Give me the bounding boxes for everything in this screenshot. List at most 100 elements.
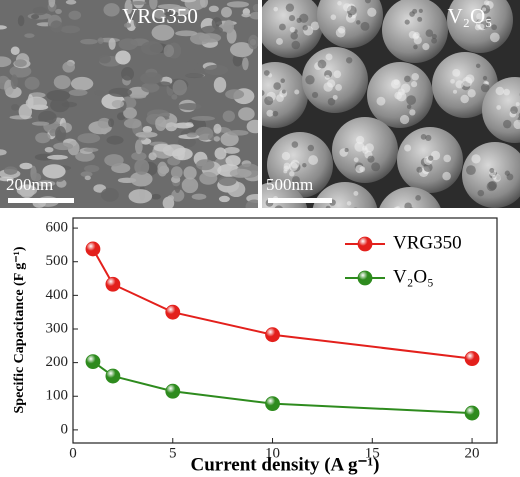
particle	[131, 151, 147, 161]
particle	[252, 3, 258, 12]
particle	[65, 0, 77, 5]
particle	[171, 189, 185, 202]
particle	[14, 59, 27, 67]
sphere-flake	[452, 89, 458, 94]
particle	[123, 22, 132, 28]
sphere-flake	[492, 174, 497, 180]
particle	[106, 135, 124, 145]
sphere-flake	[281, 89, 286, 94]
particle	[204, 64, 229, 76]
y-tick-label: 100	[46, 388, 69, 404]
legend-marker	[357, 236, 373, 252]
particle	[156, 81, 171, 87]
y-tick-label: 600	[46, 220, 69, 236]
data-point	[265, 327, 280, 343]
sphere-flake	[291, 40, 301, 50]
particle	[130, 1, 147, 6]
particle	[9, 65, 32, 78]
sphere-flake	[452, 68, 461, 77]
sem-image-right	[262, 0, 520, 238]
particle	[163, 44, 175, 58]
particle	[0, 149, 7, 156]
y-tick-label: 500	[46, 253, 69, 269]
particle	[108, 38, 116, 50]
sphere-flake	[455, 80, 464, 89]
sphere-flake	[477, 189, 485, 197]
particle	[53, 142, 74, 151]
sphere-flake	[503, 119, 512, 129]
sphere-flake	[422, 43, 430, 51]
particle	[172, 147, 193, 161]
microsphere	[332, 117, 398, 183]
sphere-flake	[282, 230, 290, 238]
particle	[19, 162, 33, 170]
microsphere	[367, 62, 433, 128]
particle	[123, 107, 137, 119]
sphere-flake	[510, 106, 518, 114]
particle	[170, 166, 183, 179]
particle	[10, 74, 18, 90]
sphere-flake	[281, 151, 291, 161]
particle	[151, 193, 161, 200]
sphere-flake	[275, 213, 279, 217]
particle	[70, 76, 94, 91]
sphere-flake	[315, 216, 323, 224]
particle	[38, 110, 57, 125]
sphere-flake	[404, 75, 411, 83]
sphere-flake	[340, 216, 347, 223]
sphere-flake	[404, 144, 412, 152]
legend-label: VRG350	[393, 232, 462, 253]
sphere-flake	[277, 216, 286, 225]
sphere-flake	[272, 110, 279, 117]
sphere-flake	[399, 114, 410, 125]
sphere-flake	[302, 162, 307, 168]
particle	[84, 165, 100, 173]
sphere-flake	[273, 6, 279, 12]
particle	[48, 0, 56, 8]
particle	[60, 25, 81, 34]
sphere-flake	[283, 169, 288, 174]
microsphere	[382, 0, 448, 63]
particle	[213, 77, 227, 93]
sphere-flake	[354, 141, 365, 152]
sphere-flake	[412, 215, 417, 220]
particle	[185, 73, 204, 79]
particle	[100, 126, 108, 135]
scale-bar	[8, 198, 74, 203]
particle	[100, 187, 119, 202]
sphere-flake	[428, 155, 434, 161]
particle	[226, 1, 250, 8]
particle	[18, 103, 32, 120]
sphere-flake	[486, 16, 492, 22]
microsphere	[462, 142, 520, 208]
sphere-flake	[408, 213, 416, 221]
particle	[220, 132, 239, 147]
particle	[222, 110, 236, 122]
sphere-flake	[349, 208, 358, 217]
sphere-flake	[302, 25, 308, 31]
sphere-flake	[337, 1, 342, 6]
particle	[80, 38, 98, 45]
sphere-flake	[413, 44, 418, 50]
y-tick-label: 400	[46, 287, 69, 303]
sphere-flake	[391, 79, 401, 89]
particle	[44, 146, 54, 153]
particle	[55, 8, 62, 14]
particle	[97, 117, 111, 129]
particle	[124, 0, 133, 15]
sphere-flake	[291, 141, 299, 148]
particle	[133, 14, 140, 28]
particle	[225, 89, 245, 100]
microsphere	[447, 0, 513, 53]
sphere-flake	[496, 105, 502, 110]
sphere-flake	[425, 134, 432, 142]
particle	[140, 72, 163, 85]
particle	[31, 173, 42, 182]
sphere-flake	[450, 78, 455, 84]
particle	[200, 25, 223, 35]
particle	[46, 90, 71, 102]
y-tick-label: 200	[46, 354, 69, 370]
sphere-flake	[264, 96, 274, 106]
particle	[191, 116, 216, 121]
